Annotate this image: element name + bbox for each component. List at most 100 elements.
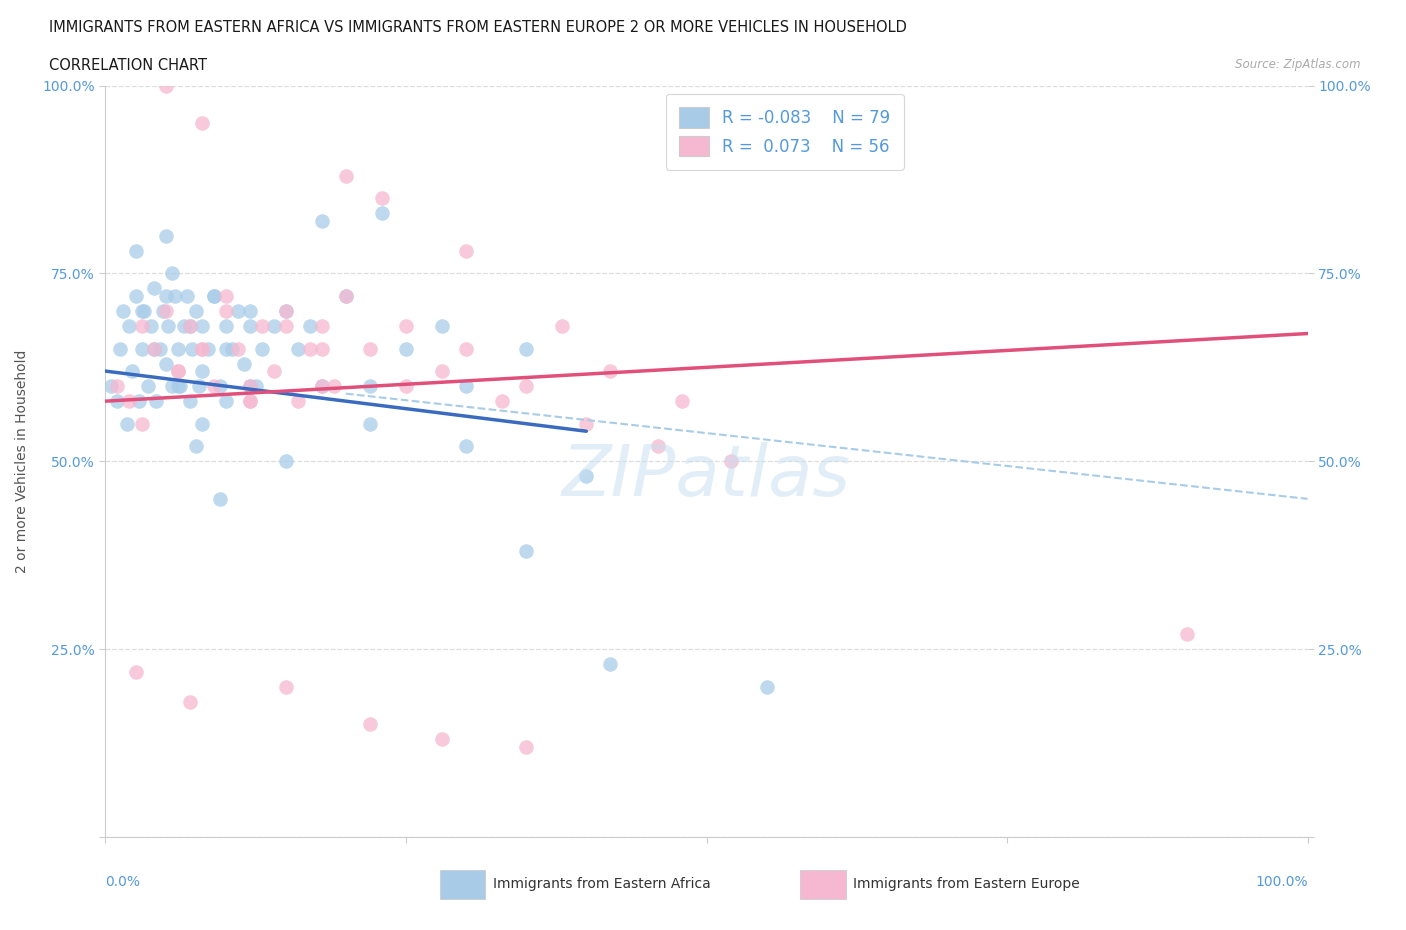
Point	[454, 244, 477, 259]
Point	[155, 303, 177, 318]
Point	[515, 544, 537, 559]
Point	[202, 379, 225, 393]
Point	[148, 341, 170, 356]
Point	[112, 303, 135, 318]
Point	[132, 303, 155, 318]
Point	[152, 303, 174, 318]
Point	[131, 319, 153, 334]
Point	[107, 393, 129, 408]
Point	[118, 319, 141, 334]
Point	[575, 469, 598, 484]
Point	[298, 341, 321, 356]
Point	[239, 393, 262, 408]
Point	[131, 417, 153, 432]
Point	[311, 379, 333, 393]
Point	[371, 191, 394, 206]
Point	[226, 303, 249, 318]
Point	[166, 364, 188, 379]
Point	[142, 341, 165, 356]
Point	[121, 364, 143, 379]
Point	[287, 393, 309, 408]
Point	[322, 379, 344, 393]
Point	[176, 288, 198, 303]
Point	[142, 341, 165, 356]
Point	[131, 303, 153, 318]
Point	[118, 393, 141, 408]
Point	[274, 303, 297, 318]
Point	[359, 379, 381, 393]
Point	[263, 319, 285, 334]
Point	[263, 364, 285, 379]
Point	[214, 303, 236, 318]
Point	[169, 379, 191, 393]
Text: Immigrants from Eastern Europe: Immigrants from Eastern Europe	[853, 877, 1080, 891]
FancyBboxPatch shape	[800, 870, 846, 898]
Point	[232, 356, 254, 371]
Point	[190, 417, 212, 432]
Point	[139, 319, 162, 334]
Text: Source: ZipAtlas.com: Source: ZipAtlas.com	[1236, 58, 1361, 71]
Point	[190, 115, 212, 130]
Point	[491, 393, 513, 408]
Point	[128, 393, 150, 408]
Point	[214, 393, 236, 408]
Point	[108, 341, 131, 356]
Point	[221, 341, 243, 356]
Point	[245, 379, 267, 393]
Point	[190, 364, 212, 379]
Point	[115, 417, 138, 432]
Point	[190, 341, 212, 356]
Point	[239, 379, 262, 393]
Point	[190, 341, 212, 356]
Point	[124, 288, 146, 303]
Point	[124, 664, 146, 679]
Point	[755, 679, 778, 694]
Point	[239, 319, 262, 334]
Point	[359, 417, 381, 432]
Point	[100, 379, 122, 393]
Point	[335, 168, 357, 183]
Point	[173, 319, 195, 334]
Legend: R = -0.083    N = 79, R =  0.073    N = 56: R = -0.083 N = 79, R = 0.073 N = 56	[665, 94, 904, 169]
Text: CORRELATION CHART: CORRELATION CHART	[49, 58, 207, 73]
Point	[599, 657, 621, 671]
FancyBboxPatch shape	[440, 870, 485, 898]
Point	[430, 319, 453, 334]
Point	[274, 454, 297, 469]
Point	[274, 679, 297, 694]
Point	[430, 364, 453, 379]
Point	[136, 379, 159, 393]
Point	[214, 319, 236, 334]
Point	[155, 288, 177, 303]
Point	[190, 319, 212, 334]
Point	[165, 288, 187, 303]
Point	[1175, 627, 1198, 642]
Point	[166, 341, 188, 356]
Point	[599, 364, 621, 379]
Point	[184, 439, 207, 454]
Point	[359, 341, 381, 356]
Text: 100.0%: 100.0%	[1256, 874, 1308, 888]
Point	[179, 695, 201, 710]
Point	[239, 393, 262, 408]
Y-axis label: 2 or more Vehicles in Household: 2 or more Vehicles in Household	[14, 350, 28, 573]
Point	[515, 739, 537, 754]
Point	[454, 379, 477, 393]
Point	[671, 393, 693, 408]
Point	[179, 319, 201, 334]
Point	[155, 78, 177, 93]
Point	[311, 379, 333, 393]
Text: IMMIGRANTS FROM EASTERN AFRICA VS IMMIGRANTS FROM EASTERN EUROPE 2 OR MORE VEHIC: IMMIGRANTS FROM EASTERN AFRICA VS IMMIGR…	[49, 20, 907, 35]
Point	[208, 491, 231, 506]
Point	[208, 379, 231, 393]
Point	[181, 341, 204, 356]
Point	[160, 266, 183, 281]
Point	[250, 319, 273, 334]
Point	[214, 341, 236, 356]
Point	[515, 379, 537, 393]
Point	[335, 288, 357, 303]
Point	[430, 732, 453, 747]
Point	[142, 281, 165, 296]
Point	[274, 303, 297, 318]
Text: Immigrants from Eastern Africa: Immigrants from Eastern Africa	[492, 877, 710, 891]
